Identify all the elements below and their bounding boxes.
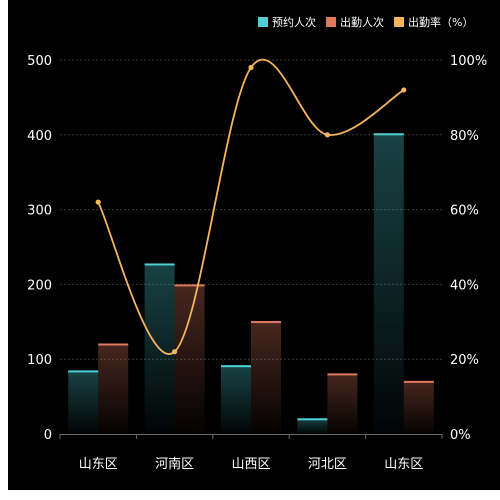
x-tick-label: 山东区 [384,457,423,472]
bar-top-attendance [174,284,205,287]
y-left-tick-label: 400 [27,129,52,144]
bar-top-attendance [251,321,281,324]
x-tick-label: 山西区 [231,457,270,472]
legend-swatch [326,17,336,27]
x-tick-label: 山东区 [79,457,118,472]
line-layer [95,58,407,355]
bar-top-reservation [68,370,99,373]
bar-reservation [221,365,251,434]
y-right-tick-label: 100% [450,54,487,69]
attendance-rate-point [172,349,178,355]
bar-attendance [327,373,358,434]
attendance-rate-point [95,199,101,205]
bar-attendance [174,284,205,434]
bar-reservation [68,370,99,434]
bar-reservation [297,418,328,434]
y-left-tick-label: 200 [27,278,52,293]
bar-attendance [98,343,129,434]
y-left-tick-label: 0 [44,428,52,443]
attendance-rate-point [324,132,330,138]
x-tick-label: 河北区 [308,457,347,472]
y-right-tick-label: 40% [450,278,479,293]
legend-label: 出勤人次 [340,15,384,29]
y-left-tick-label: 500 [27,54,52,69]
bar-top-attendance [403,380,434,383]
bars-layer [68,133,434,434]
bar-top-reservation [373,133,404,136]
legend-swatch [394,17,404,27]
y-right-tick-label: 20% [450,353,479,368]
bar-top-attendance [327,373,358,376]
y-right-tick-label: 60% [450,204,479,219]
legend-swatch [258,17,268,27]
attendance-rate-point [248,64,254,71]
y-left-tick-label: 300 [27,204,52,219]
bar-top-reservation [297,418,328,421]
bar-attendance [403,380,434,434]
bottom-edge-strip [0,490,500,500]
axes-layer: 0 0% 100 20% 200 40% 300 60% 400 80% 500 100% 山东区 河南区… [27,54,487,472]
legend-label: 出勤率（%） [408,15,473,29]
x-tick-label: 河南区 [155,456,194,472]
y-left-tick-label: 100 [27,353,52,368]
bar-reservation [373,133,404,434]
bar-top-attendance [98,343,129,346]
bar-attendance [251,321,281,434]
y-right-tick-label: 0% [450,428,471,443]
attendance-rate-point [401,87,407,93]
attendance-rate-line [97,58,405,355]
bar-top-reservation [221,365,251,368]
y-right-tick-label: 80% [450,129,479,144]
bar-top-reservation [144,263,175,266]
left-edge-strip [0,0,8,500]
legend-label: 预约人次 [272,15,316,29]
legend: 预约人次 出勤人次 出勤率（%） [258,15,473,29]
